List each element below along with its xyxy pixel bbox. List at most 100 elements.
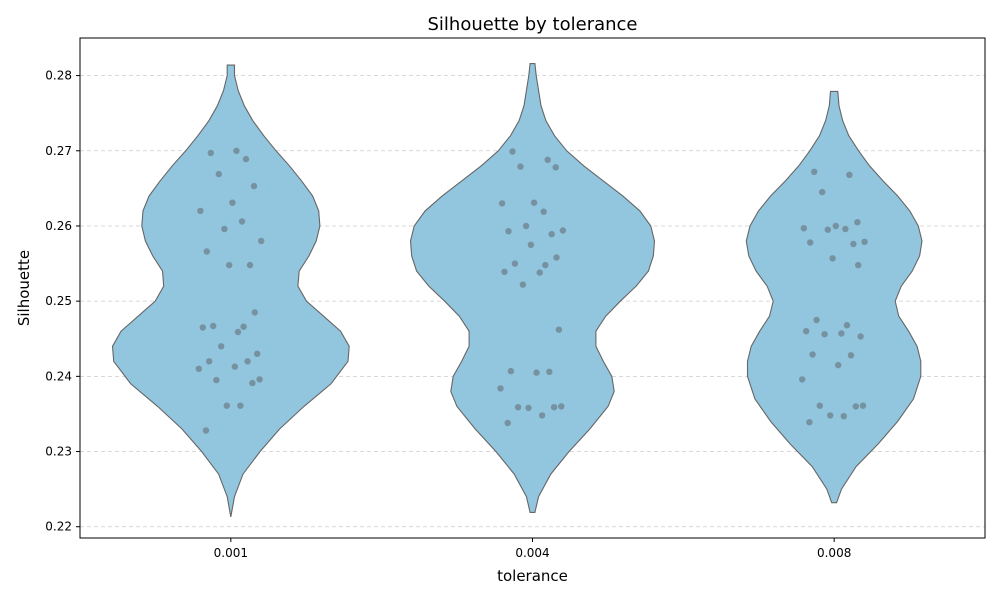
data-point (847, 352, 855, 359)
data-point (519, 281, 527, 288)
data-point (842, 225, 849, 233)
data-point (854, 219, 861, 226)
data-point (215, 170, 222, 178)
data-point (514, 404, 522, 411)
data-point (195, 365, 202, 372)
data-point (807, 239, 814, 246)
data-points (195, 147, 868, 434)
data-point (843, 322, 851, 329)
data-point (226, 261, 233, 269)
data-point (251, 309, 258, 316)
data-point (511, 260, 519, 267)
data-point (530, 199, 538, 206)
y-tick-label: 0.25 (45, 294, 72, 308)
data-point (233, 147, 240, 154)
data-point (552, 164, 559, 171)
data-point (223, 402, 230, 409)
y-tick-label: 0.27 (45, 144, 72, 158)
data-point (816, 402, 823, 409)
data-point (838, 330, 845, 337)
x-tick-label: 0.008 (817, 546, 851, 560)
violins (111, 63, 923, 517)
data-point (550, 404, 558, 411)
data-point (234, 328, 242, 336)
y-tick-label: 0.24 (45, 369, 72, 383)
data-point (213, 376, 220, 384)
data-point (859, 402, 867, 409)
data-point (206, 358, 213, 365)
data-point (207, 149, 214, 157)
data-point (813, 316, 820, 324)
y-tick-label: 0.26 (45, 219, 72, 233)
data-point (829, 255, 836, 262)
x-tick-label: 0.004 (515, 546, 549, 560)
data-point (821, 331, 828, 338)
data-point (857, 333, 864, 340)
data-point (538, 412, 546, 419)
data-point (497, 385, 504, 392)
data-point (254, 350, 261, 357)
data-point (202, 427, 210, 434)
data-point (558, 403, 565, 410)
data-point (498, 200, 506, 207)
y-tick-label: 0.23 (45, 445, 72, 459)
data-point (542, 261, 549, 269)
data-point (846, 171, 853, 178)
data-point (507, 367, 515, 375)
data-point (824, 226, 831, 233)
data-point (237, 402, 244, 409)
data-point (861, 238, 868, 245)
x-axis: 0.001 0.004 0.008 (214, 538, 851, 560)
violin-0.004 (409, 63, 656, 513)
data-point (544, 156, 551, 163)
data-point (840, 413, 847, 420)
data-point (800, 225, 807, 232)
data-point (536, 269, 543, 276)
data-point (533, 369, 540, 376)
data-point (827, 412, 834, 419)
data-point (522, 222, 530, 230)
data-point (832, 222, 839, 230)
data-point (819, 188, 826, 196)
data-point (238, 218, 246, 225)
data-point (210, 322, 217, 330)
data-point (811, 168, 818, 175)
data-point (548, 231, 555, 238)
data-point (527, 241, 535, 248)
data-point (231, 363, 238, 370)
data-point (509, 148, 516, 155)
data-point (240, 323, 247, 330)
data-point (199, 324, 206, 331)
data-point (505, 228, 512, 235)
data-point (256, 376, 263, 383)
data-point (203, 248, 210, 255)
data-point (517, 163, 524, 170)
data-point (229, 199, 236, 206)
data-point (246, 261, 254, 269)
data-point (799, 376, 806, 383)
data-point (218, 343, 225, 350)
data-point (806, 419, 813, 426)
chart-title: Silhouette by tolerance (428, 14, 638, 35)
data-point (540, 208, 547, 215)
data-point (504, 419, 511, 427)
y-tick-label: 0.22 (45, 520, 72, 534)
data-point (809, 351, 816, 358)
data-point (258, 237, 265, 245)
violin-0.008 (745, 90, 923, 504)
data-point (249, 379, 256, 387)
x-tick-label: 0.001 (214, 546, 248, 560)
data-point (850, 240, 857, 248)
data-point (244, 358, 251, 365)
data-point (242, 155, 250, 163)
violin-0.001 (111, 64, 350, 517)
data-point (835, 361, 842, 369)
data-point (559, 227, 567, 234)
data-point (553, 254, 560, 261)
data-point (250, 182, 258, 190)
y-axis: 0.22 0.23 0.24 0.25 0.26 0.27 0.28 (45, 69, 80, 534)
data-point (221, 225, 228, 233)
data-point (555, 326, 563, 333)
data-point (197, 207, 204, 215)
data-point (803, 328, 810, 335)
